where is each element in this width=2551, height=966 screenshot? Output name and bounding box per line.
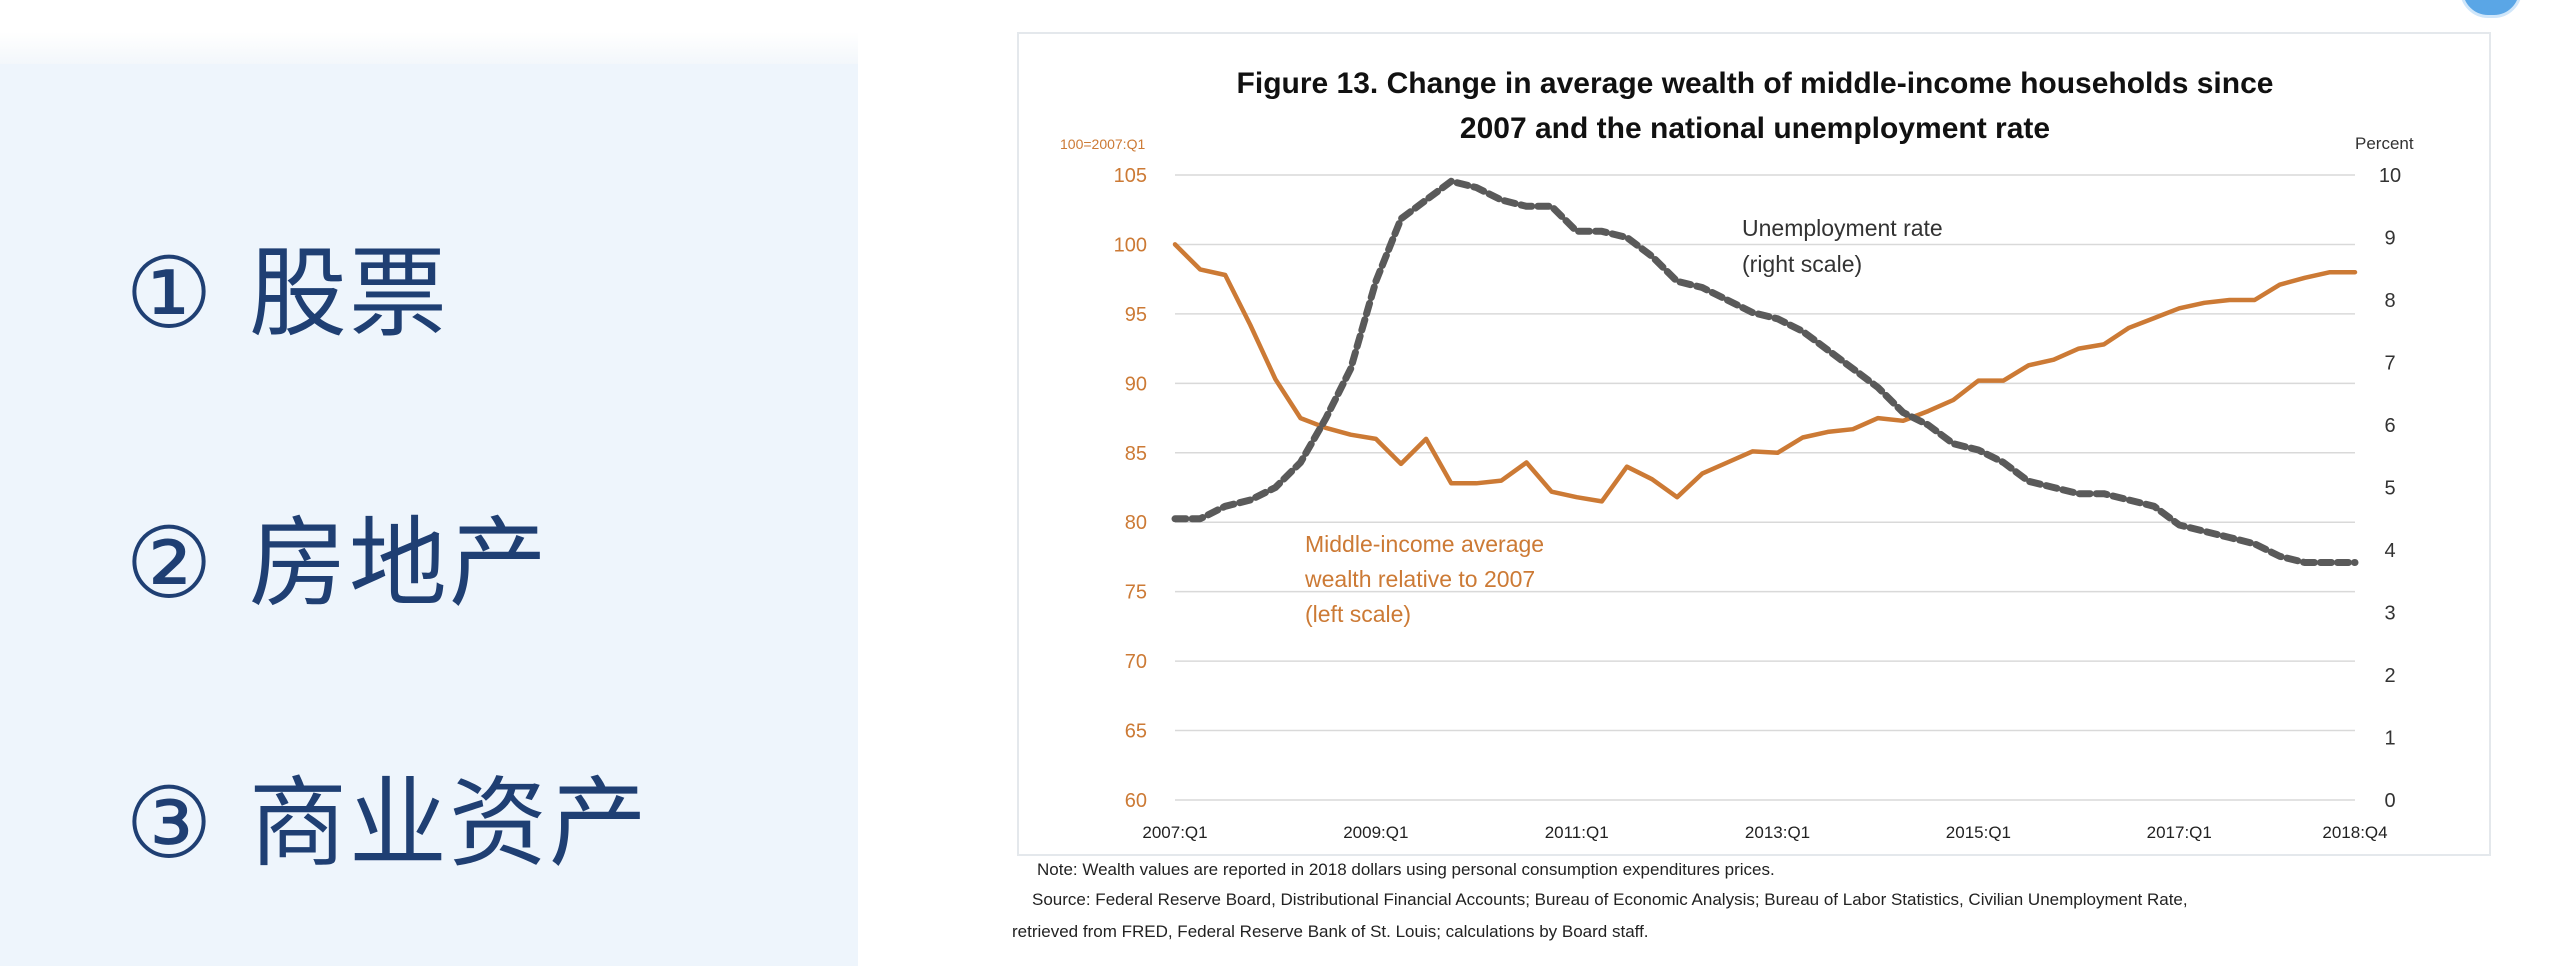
left-tick-label: 100 xyxy=(1114,234,1147,256)
list-item-business-assets: ③ 商业资产 xyxy=(125,744,649,886)
x-tick-label: 2011:Q1 xyxy=(1545,823,1609,842)
right-tick-label: 9 xyxy=(2384,228,2395,250)
right-tick-label: 5 xyxy=(2384,478,2395,500)
list-label: 商业资产 xyxy=(248,767,649,881)
right-tick-label: 1 xyxy=(2384,728,2395,750)
left-tick-label: 85 xyxy=(1125,443,1147,465)
left-tick-label: 65 xyxy=(1125,721,1147,743)
chart-source-line-2: retrieved from FRED, Federal Reserve Ban… xyxy=(1012,922,1649,941)
list-number: ① xyxy=(125,237,215,351)
list-label: 房地产 xyxy=(248,507,549,621)
x-tick-label: 2007:Q1 xyxy=(1142,823,1207,842)
left-tick-label: 75 xyxy=(1125,582,1147,604)
wealth-series-label: Middle-income average xyxy=(1305,531,1544,557)
list-label: 股票 xyxy=(248,237,449,351)
list-number: ③ xyxy=(125,767,215,881)
right-tick-label: 8 xyxy=(2384,290,2395,312)
left-tick-label: 80 xyxy=(1125,512,1147,534)
x-tick-label: 2017:Q1 xyxy=(2147,823,2212,842)
right-tick-label: 4 xyxy=(2384,540,2395,562)
list-number: ② xyxy=(125,507,215,621)
left-axis-label: 100=2007:Q1 xyxy=(1060,136,1145,152)
left-tick-label: 60 xyxy=(1125,790,1147,812)
chart-note: Note: Wealth values are reported in 2018… xyxy=(1037,860,1775,879)
right-tick-label: 7 xyxy=(2384,353,2395,375)
right-tick-label: 10 xyxy=(2379,165,2401,187)
left-panel-topbar xyxy=(0,32,858,64)
slide-left-panel xyxy=(0,32,858,966)
left-tick-label: 105 xyxy=(1114,165,1147,187)
wealth-series-label: (left scale) xyxy=(1305,601,1411,627)
x-tick-label: 2013:Q1 xyxy=(1745,823,1810,842)
right-tick-label: 0 xyxy=(2384,790,2395,812)
list-item-stocks: ① 股票 xyxy=(125,214,449,356)
list-item-real-estate: ② 房地产 xyxy=(125,484,549,626)
chart-title-line-1: Figure 13. Change in average wealth of m… xyxy=(1237,67,2274,100)
unemployment-series-line xyxy=(1171,177,2359,566)
wealth-series-label: wealth relative to 2007 xyxy=(1304,566,1535,592)
right-tick-label: 2 xyxy=(2384,665,2395,687)
figure-frame xyxy=(1017,32,2491,856)
x-tick-label: 2015:Q1 xyxy=(1946,823,2011,842)
unemployment-series-label: (right scale) xyxy=(1742,251,1862,277)
left-tick-label: 70 xyxy=(1125,651,1147,673)
chart-source-line-1: Source: Federal Reserve Board, Distribut… xyxy=(1032,890,2188,909)
right-tick-label: 6 xyxy=(2384,415,2395,437)
left-tick-label: 90 xyxy=(1125,373,1147,395)
right-tick-label: 3 xyxy=(2384,603,2395,625)
right-axis-label: Percent xyxy=(2355,134,2414,153)
wealth-series-line xyxy=(1172,242,2358,504)
unemployment-series-label: Unemployment rate xyxy=(1742,215,1943,241)
left-tick-label: 95 xyxy=(1125,304,1147,326)
x-tick-label: 2009:Q1 xyxy=(1343,823,1408,842)
chart-title-line-2: 2007 and the national unemployment rate xyxy=(1460,112,2050,145)
x-tick-label: 2018:Q4 xyxy=(2322,823,2387,842)
